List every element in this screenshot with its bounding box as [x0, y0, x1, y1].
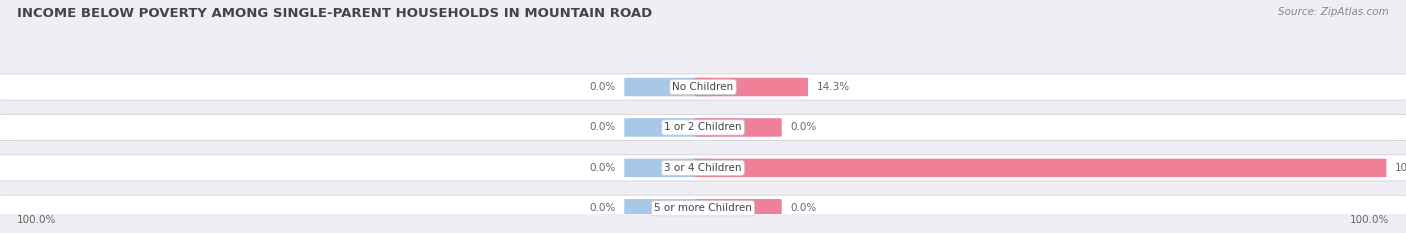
Text: 5 or more Children: 5 or more Children	[654, 203, 752, 213]
FancyBboxPatch shape	[0, 74, 1406, 100]
Text: 100.0%: 100.0%	[1395, 163, 1406, 173]
Text: No Children: No Children	[672, 82, 734, 92]
Text: Source: ZipAtlas.com: Source: ZipAtlas.com	[1278, 7, 1389, 17]
FancyBboxPatch shape	[624, 118, 711, 137]
Text: 0.0%: 0.0%	[790, 203, 817, 213]
FancyBboxPatch shape	[0, 195, 1406, 221]
FancyBboxPatch shape	[0, 155, 1406, 181]
Text: 100.0%: 100.0%	[17, 215, 56, 225]
Text: 1 or 2 Children: 1 or 2 Children	[664, 123, 742, 132]
FancyBboxPatch shape	[695, 199, 782, 218]
Text: 0.0%: 0.0%	[589, 203, 616, 213]
Text: 0.0%: 0.0%	[589, 123, 616, 132]
Text: 0.0%: 0.0%	[589, 163, 616, 173]
FancyBboxPatch shape	[624, 78, 711, 96]
Text: 100.0%: 100.0%	[1350, 215, 1389, 225]
Text: 3 or 4 Children: 3 or 4 Children	[664, 163, 742, 173]
FancyBboxPatch shape	[695, 78, 808, 96]
FancyBboxPatch shape	[0, 114, 1406, 140]
Text: 14.3%: 14.3%	[817, 82, 849, 92]
FancyBboxPatch shape	[695, 159, 1386, 177]
Text: 0.0%: 0.0%	[589, 82, 616, 92]
Text: 0.0%: 0.0%	[790, 123, 817, 132]
FancyBboxPatch shape	[695, 118, 782, 137]
FancyBboxPatch shape	[624, 199, 711, 218]
Text: INCOME BELOW POVERTY AMONG SINGLE-PARENT HOUSEHOLDS IN MOUNTAIN ROAD: INCOME BELOW POVERTY AMONG SINGLE-PARENT…	[17, 7, 652, 20]
FancyBboxPatch shape	[624, 159, 711, 177]
